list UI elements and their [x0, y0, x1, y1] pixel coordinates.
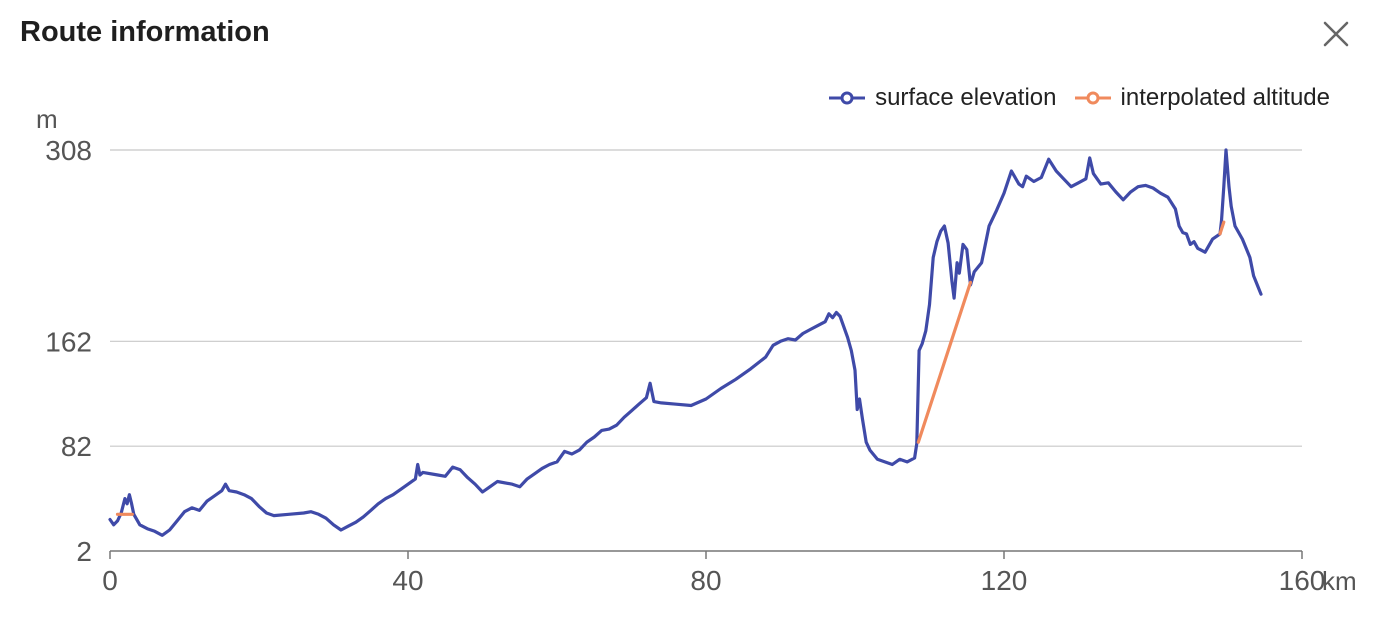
y-tick-label: 82 [61, 431, 92, 462]
chart-legend: surface elevation interpolated altitude [829, 84, 1330, 112]
y-tick-label: 162 [45, 326, 92, 357]
legend-item-interpolated-altitude[interactable]: interpolated altitude [1074, 84, 1330, 112]
tick-labels: 2 82 162 308 0 40 80 120 160 [45, 135, 1325, 596]
legend-item-surface-elevation[interactable]: surface elevation [829, 84, 1057, 112]
axes [109, 550, 1303, 559]
x-tick-label: 160 [1279, 565, 1326, 596]
x-tick-label: 0 [102, 565, 118, 596]
series-line-surface-elevation[interactable] [108, 148, 1263, 537]
x-tick-label: 40 [392, 565, 423, 596]
legend-label: surface elevation [875, 84, 1057, 111]
series-line-interpolated-altitude[interactable] [916, 280, 973, 444]
page-title: Route information [20, 16, 270, 48]
y-tick-label: 308 [45, 135, 92, 166]
x-tick-label: 80 [690, 565, 721, 596]
y-tick-label: 2 [76, 536, 92, 567]
series-line-interpolated-altitude[interactable] [1218, 220, 1226, 236]
line-marker-icon [829, 91, 866, 105]
x-tick-label: 120 [981, 565, 1028, 596]
close-icon [1323, 21, 1349, 47]
series-lines [108, 148, 1263, 537]
line-marker-icon [1074, 91, 1111, 105]
y-axis-unit-label: m [36, 104, 58, 134]
legend-label: interpolated altitude [1120, 84, 1330, 111]
header: Route information [20, 14, 1358, 58]
x-axis-unit-label: km [1322, 566, 1357, 596]
grid-lines [110, 149, 1302, 447]
close-button[interactable] [1314, 14, 1358, 54]
